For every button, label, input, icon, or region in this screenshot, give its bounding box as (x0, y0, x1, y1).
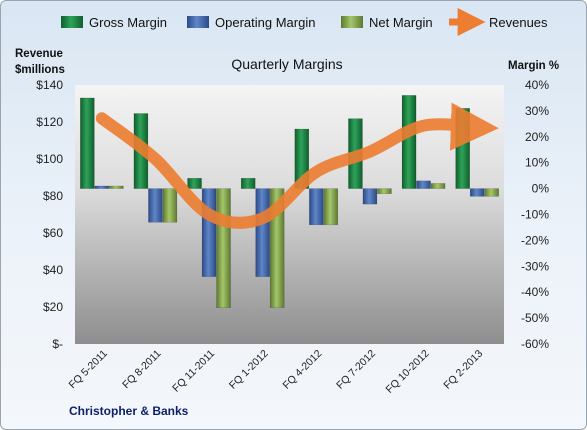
operating-margin-bar (201, 188, 217, 277)
operating-margin-bar (309, 188, 324, 226)
y-right-tick-label: -30% (521, 259, 549, 273)
y-left-tick-label: $- (52, 337, 63, 351)
y-right-tick-label: -10% (521, 208, 549, 222)
y-right-tick-label: 20% (525, 130, 549, 144)
legend-label-revenues: Revenues (489, 15, 548, 30)
net-margin-bar (484, 188, 499, 197)
x-tick-label: FQ 8-2011 (120, 348, 164, 392)
operating-margin-bar (362, 188, 378, 205)
x-tick-label: FQ 7-2012 (334, 348, 378, 392)
legend-label-operating-margin: Operating Margin (215, 15, 315, 30)
y-right-tick-label: -50% (521, 311, 549, 325)
y-right-tick-label: 40% (525, 78, 549, 92)
legend-label-net-margin: Net Margin (369, 15, 433, 30)
net-margin-bar (430, 183, 446, 189)
gross-margin-bar (80, 97, 95, 189)
revenues-line (95, 102, 499, 229)
x-tick-label: FQ 1-2012 (227, 348, 271, 392)
y-right-tick-label: -20% (521, 233, 549, 247)
y-right-tick-label: -40% (521, 285, 549, 299)
net-margin-bar (109, 185, 124, 189)
y-left-tick-label: $140 (36, 78, 63, 92)
y-right-tick-label: 10% (525, 156, 549, 170)
y-axis-left-title-line1: Revenue (15, 48, 63, 60)
revenue-line (95, 102, 499, 229)
x-tick-label: FQ 4-2012 (280, 348, 324, 392)
operating-margin-bar (255, 188, 270, 277)
legend-swatch-net-margin (341, 16, 363, 28)
y-right-tick-label: 0% (532, 182, 550, 196)
y-right-tick-label: -60% (521, 337, 549, 351)
y-left-tick-label: $40 (43, 263, 63, 277)
legend: Gross Margin Operating Margin Net Margin… (61, 8, 548, 36)
gross-margin-bar (240, 177, 256, 189)
y-left-tick-label: $120 (36, 115, 63, 129)
legend-swatch-operating-margin (187, 16, 209, 28)
y-left-tick-label: $20 (43, 300, 63, 314)
operating-margin-bar (94, 185, 110, 189)
operating-margin-bar (416, 180, 431, 189)
x-tick-label: FQ 11-2011 (170, 348, 217, 395)
y-left-tick-label: $60 (43, 226, 63, 240)
y-axis-right-title: Margin % (508, 60, 559, 72)
y-left-tick-label: $100 (36, 152, 63, 166)
x-tick-label: FQ 5-2011 (67, 348, 111, 392)
gross-margin-bar (401, 95, 417, 189)
legend-label-gross-margin: Gross Margin (89, 15, 167, 30)
chart-title: Quarterly Margins (231, 56, 342, 72)
net-margin-bar (323, 188, 339, 226)
net-margin-bar (162, 188, 178, 223)
y-axis-left-title-line2: $millions (15, 64, 65, 76)
y-axis-left-ticks: $- $20 $40 $60 $80 $100 $120 $140 (36, 78, 63, 351)
legend-swatch-gross-margin (61, 16, 83, 28)
company-name: Christopher & Banks (69, 404, 189, 418)
x-tick-label: FQ 10-2012 (384, 348, 432, 396)
net-margin-bar (216, 188, 231, 308)
x-axis-ticks: FQ 5-2011 FQ 8-2011 FQ 11-2011 FQ 1-2012 FQ … (67, 348, 486, 396)
gross-margin-bar (187, 177, 202, 189)
operating-margin-bar (469, 188, 485, 197)
operating-margin-bar (148, 188, 163, 223)
y-right-tick-label: 30% (525, 104, 549, 118)
net-margin-bar (377, 188, 392, 195)
x-tick-label: FQ 2-2013 (441, 348, 485, 392)
y-left-tick-label: $80 (43, 189, 63, 203)
y-axis-right-ticks: -60% -50% -40% -30% -20% -10% 0% 10% 20% 30% 40% (521, 78, 549, 351)
